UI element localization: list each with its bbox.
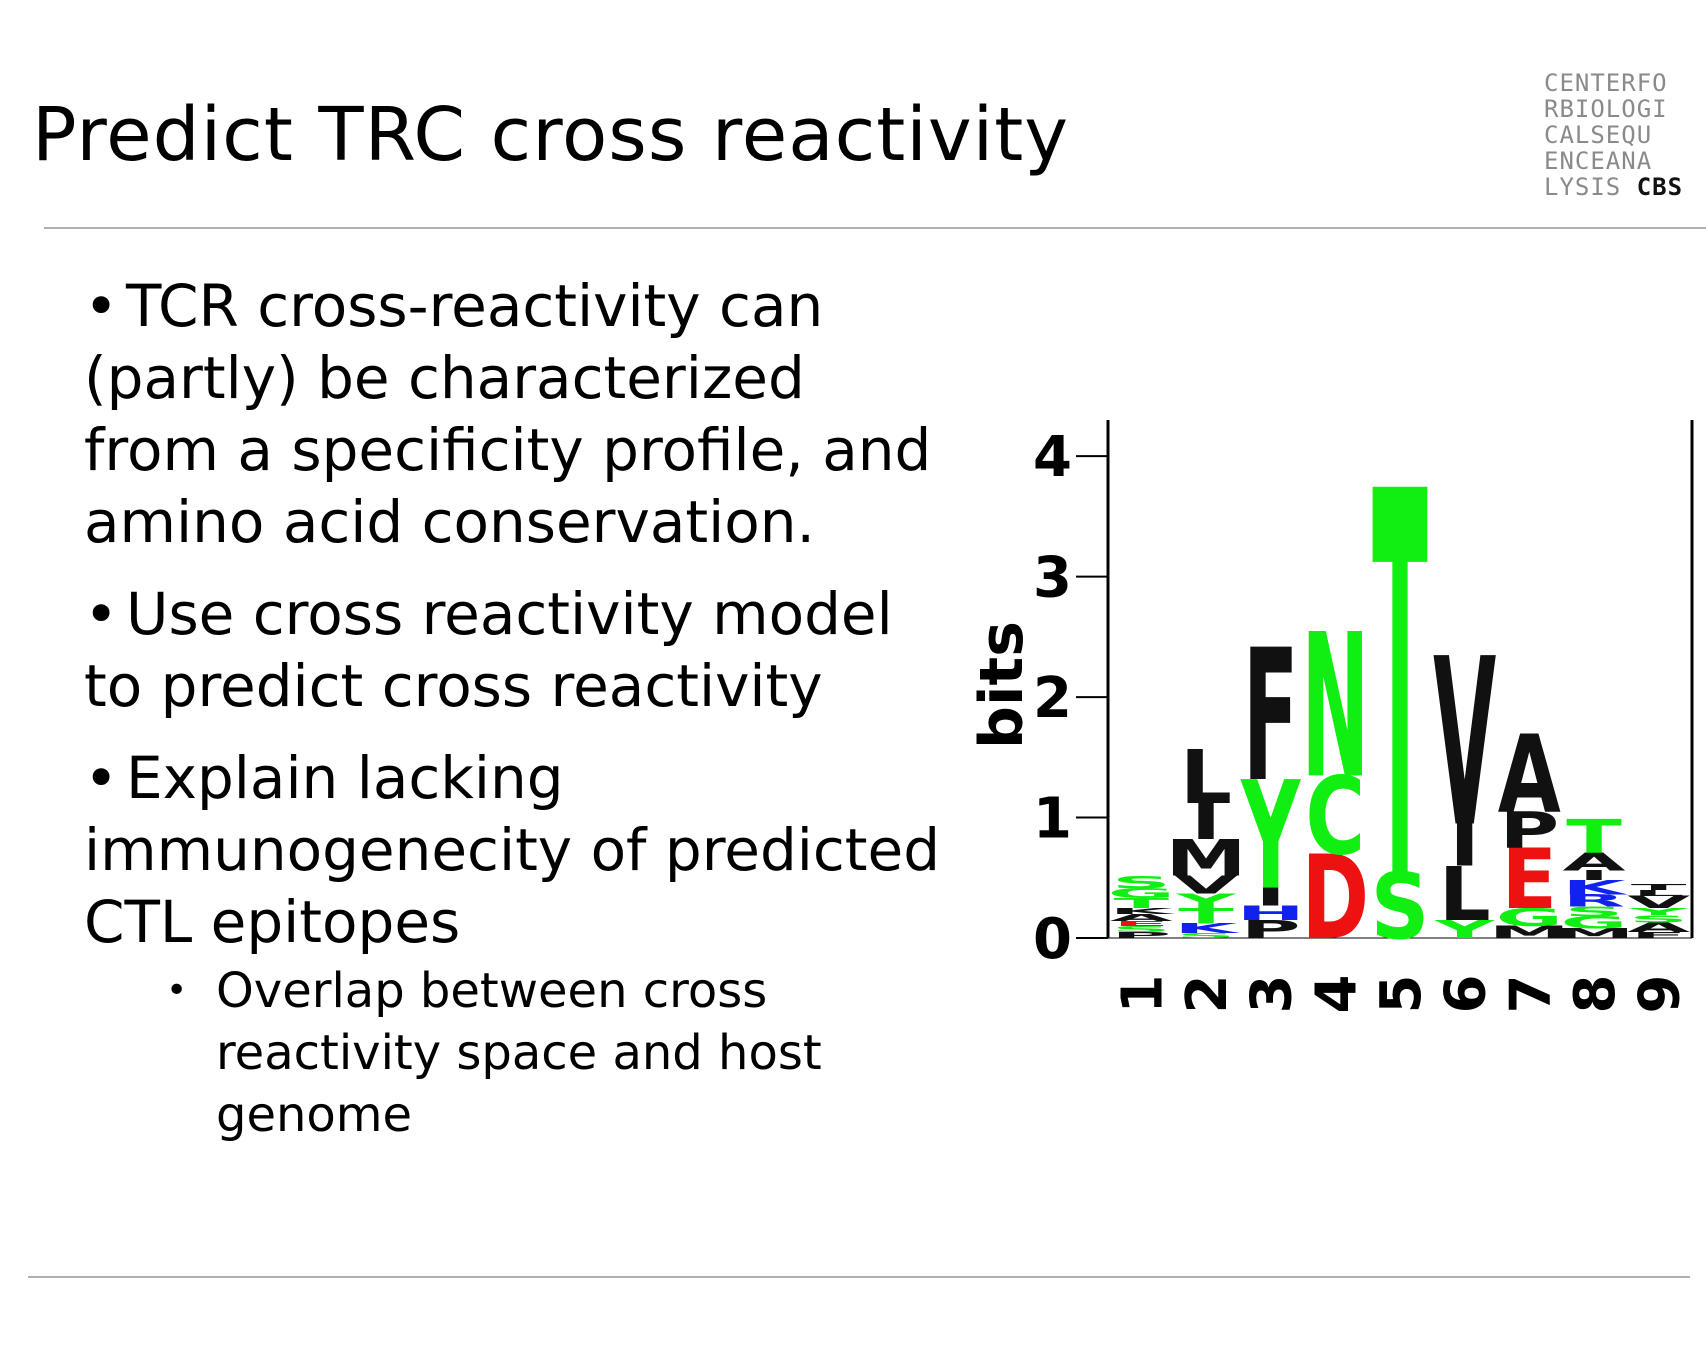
logo-letter: F [1243, 611, 1299, 823]
x-tick-label: 5 [1369, 975, 1434, 1014]
bullet-item: • Use cross reactivity model to predict c… [84, 578, 944, 722]
bullet-text: Use cross reactivity model to predict cr… [84, 580, 893, 720]
logo-letter: S [1112, 924, 1171, 934]
logo-letter: T [1566, 810, 1622, 864]
sequence-logo-chart: 01234bitsPSEAKTGS1SKTYVMIL2PHIYF3DCN4ST5… [967, 420, 1694, 1014]
bullet-dot-icon: • [84, 580, 119, 648]
logo-letter: T [1372, 420, 1428, 998]
logo-letter: K [1110, 906, 1176, 916]
logo-letter: M [1553, 926, 1634, 941]
logo-letter: M [1489, 923, 1570, 942]
logo-line: CALSEQU [1544, 121, 1653, 149]
logo-line: ENCEANA [1544, 147, 1653, 175]
logo-letter: L [1633, 888, 1685, 898]
logo-letter: A [1627, 920, 1690, 935]
slide-title: Predict TRC cross reactivity [32, 92, 1070, 178]
logo-letter: S [1371, 855, 1430, 960]
logo-letter: L [1180, 735, 1232, 821]
bullet-item: • Explain lacking immunogenecity of predi… [84, 742, 944, 958]
y-tick-label: 3 [1033, 546, 1072, 611]
logo-letter: A [1562, 848, 1626, 877]
logo-letter: I [1256, 883, 1286, 912]
logo-line: CENTERFO [1544, 69, 1668, 97]
logo-letter: Y [1240, 751, 1301, 923]
logo-letter: R [1563, 891, 1626, 910]
logo-letter: S [1177, 932, 1236, 940]
y-tick-label: 2 [1033, 666, 1072, 731]
x-tick-label: 6 [1434, 975, 1499, 1014]
x-tick-label: 8 [1563, 975, 1628, 1014]
logo-letter: S [1565, 904, 1624, 919]
logo-letter: N [1301, 591, 1369, 822]
cbs-logo: CENTERFO RBIOLOGI CALSEQU ENCEANA LYSIS … [1544, 70, 1684, 200]
logo-letter: Y [1175, 890, 1237, 913]
sub-bullet-dot-icon: • [166, 970, 188, 1011]
logo-letter: V [1627, 892, 1691, 911]
logo-letter: Y [1628, 906, 1690, 918]
logo-letter: L [1439, 852, 1491, 938]
y-tick-label: 4 [1033, 425, 1072, 490]
y-axis-label: bits [967, 621, 1037, 749]
logo-line: RBIOLOGI [1544, 95, 1668, 123]
bullet-text: Explain lacking immunogenecity of predic… [84, 744, 941, 956]
logo-letter: T [1114, 896, 1170, 911]
bullet-dot-icon: • [84, 272, 119, 340]
logo-letter: A [1498, 714, 1561, 838]
bullet-text: TCR cross-reactivity can (partly) be cha… [84, 272, 932, 556]
x-tick-label: 1 [1110, 975, 1175, 1014]
sub-bullet: • Overlap between cross reactivity space… [166, 960, 886, 1146]
logo-letter: P [1499, 801, 1559, 859]
logo-letter: D [1302, 831, 1370, 966]
bullet-dot-icon: • [84, 744, 119, 812]
logo-letter: M [1165, 829, 1246, 887]
logo-brand: CBS [1636, 173, 1684, 201]
header-divider [44, 227, 1706, 229]
logo-letter: C [1305, 756, 1365, 880]
bullet-list: • TCR cross-reactivity can (partly) be ch… [84, 270, 944, 978]
logo-letter: I [1450, 812, 1480, 880]
logo-letter: P [1111, 930, 1171, 940]
logo-letter: G [1496, 903, 1563, 932]
x-tick-label: 9 [1628, 975, 1693, 1014]
sub-bullet-text: Overlap between cross reactivity space a… [216, 963, 822, 1143]
logo-letter: E [1502, 832, 1558, 928]
logo-letter: K [1562, 876, 1628, 899]
logo-letter: S [1629, 913, 1688, 925]
y-tick-label: 0 [1033, 907, 1072, 972]
logo-letter: T [1631, 882, 1687, 892]
logo-letter: V [1433, 609, 1496, 878]
bullet-item: • TCR cross-reactivity can (partly) be ch… [84, 270, 944, 558]
logo-letter: V [1174, 871, 1238, 900]
x-tick-label: 4 [1304, 975, 1369, 1014]
logo-letter: E [1114, 920, 1170, 928]
footer-divider [28, 1276, 1690, 1278]
logo-letter: T [1178, 904, 1234, 929]
logo-letter: Y [1434, 915, 1496, 944]
logo-letter: S [1112, 873, 1171, 892]
logo-letter: I [1579, 868, 1609, 883]
logo-letter: G [1561, 913, 1628, 932]
logo-letter: A [1110, 912, 1173, 924]
logo-letter: I [1191, 793, 1221, 851]
logo-letter: H [1237, 902, 1305, 925]
logo-line-last: LYSIS CBS [1544, 174, 1684, 200]
x-tick-label: 7 [1498, 975, 1563, 1014]
x-tick-label: 2 [1175, 975, 1240, 1014]
logo-letter: P [1241, 915, 1301, 944]
y-tick-label: 1 [1033, 787, 1072, 852]
x-tick-label: 3 [1240, 975, 1305, 1014]
logo-line: LYSIS [1544, 173, 1622, 201]
logo-letter: G [1108, 886, 1175, 901]
logo-letter: K [1174, 921, 1240, 936]
logo-letter: F [1631, 930, 1687, 940]
